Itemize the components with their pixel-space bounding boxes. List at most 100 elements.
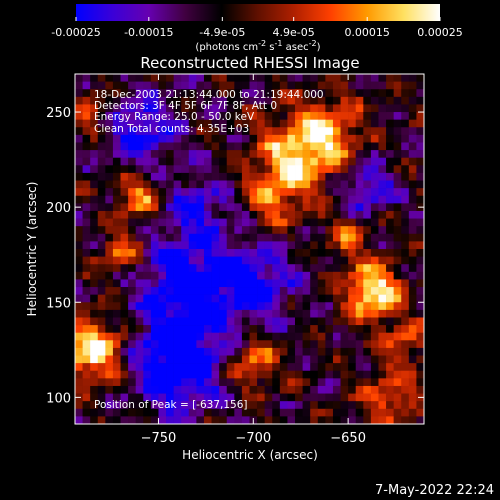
heatmap-cell: [241, 104, 250, 113]
heatmap-cell: [158, 89, 167, 98]
heatmap-cell: [128, 271, 136, 280]
heatmap-cell: [196, 233, 205, 242]
heatmap-cell: [90, 340, 99, 349]
heatmap-cell: [135, 271, 144, 280]
heatmap-cell: [363, 203, 372, 212]
heatmap-cell: [378, 325, 387, 333]
heatmap-cell: [310, 271, 319, 280]
heatmap-cell: [97, 89, 106, 98]
heatmap-cell: [272, 279, 281, 288]
heatmap-cell: [348, 317, 357, 326]
heatmap-cell: [363, 347, 372, 356]
heatmap-cell: [196, 385, 205, 394]
heatmap-cell: [120, 340, 129, 349]
heatmap-cell: [234, 332, 243, 341]
heatmap-cell: [340, 302, 349, 311]
heatmap-cell: [241, 172, 250, 181]
heatmap-cell: [158, 355, 167, 364]
heatmap-cell: [97, 408, 106, 417]
heatmap-cell: [249, 370, 258, 379]
heatmap-cell: [355, 347, 364, 356]
heatmap-cell: [188, 119, 197, 128]
heatmap-cell: [363, 256, 372, 265]
heatmap-cell: [166, 96, 174, 105]
y-tick-label: 200: [46, 201, 71, 216]
heatmap-cell: [173, 408, 182, 417]
heatmap-cell: [332, 218, 341, 227]
heatmap-cell: [158, 210, 167, 219]
heatmap-cell: [234, 408, 243, 417]
heatmap-cell: [370, 74, 379, 82]
heatmap-cell: [416, 74, 425, 82]
heatmap-cell: [188, 309, 197, 318]
heatmap-cell: [97, 157, 106, 166]
heatmap-cell: [203, 210, 212, 219]
heatmap-cell: [310, 89, 319, 98]
heatmap-cell: [112, 188, 121, 197]
heatmap-cell: [363, 89, 372, 98]
heatmap-cell: [128, 279, 136, 288]
heatmap-cell: [97, 355, 106, 364]
heatmap-cell: [332, 96, 341, 105]
heatmap-cell: [128, 249, 136, 257]
heatmap-cell: [97, 294, 106, 303]
heatmap-cell: [302, 355, 311, 364]
heatmap-cell: [287, 317, 296, 326]
heatmap-cell: [325, 241, 334, 250]
heatmap-cell: [203, 317, 212, 326]
heatmap-cell: [416, 401, 425, 410]
heatmap-cell: [370, 180, 379, 189]
heatmap-cell: [340, 408, 349, 417]
heatmap-cell: [135, 256, 144, 265]
heatmap-cell: [340, 317, 349, 326]
heatmap-cell: [317, 218, 326, 227]
heatmap-cell: [393, 241, 402, 250]
heatmap-cell: [219, 127, 228, 136]
heatmap-cell: [173, 393, 182, 402]
heatmap-cell: [393, 81, 402, 90]
heatmap-cell: [90, 256, 99, 265]
heatmap-cell: [226, 241, 235, 250]
heatmap-cell: [97, 150, 106, 158]
heatmap-cell: [203, 81, 212, 90]
heatmap-cell: [173, 287, 182, 295]
heatmap-cell: [82, 165, 91, 174]
heatmap-cell: [241, 96, 250, 105]
heatmap-cell: [128, 218, 136, 227]
heatmap-cell: [181, 104, 190, 113]
heatmap-cell: [295, 89, 303, 98]
heatmap-cell: [203, 264, 212, 273]
heatmap-cell: [166, 408, 174, 417]
heatmap-cell: [128, 302, 136, 311]
heatmap-cell: [279, 172, 288, 181]
heatmap-cell: [234, 89, 243, 98]
heatmap-cell: [317, 264, 326, 273]
heatmap-cell: [158, 332, 167, 341]
heatmap-cell: [75, 271, 83, 280]
heatmap-cell: [196, 172, 205, 181]
heatmap-cell: [219, 226, 228, 235]
heatmap-cell: [340, 340, 349, 349]
heatmap-cell: [370, 165, 379, 174]
heatmap-cell: [90, 264, 99, 273]
heatmap-cell: [75, 226, 83, 235]
heatmap-cell: [90, 378, 99, 387]
heatmap-cell: [173, 233, 182, 242]
heatmap-cell: [181, 302, 190, 311]
heatmap-cell: [226, 150, 235, 158]
heatmap-cell: [416, 157, 425, 166]
heatmap-cell: [264, 74, 273, 82]
heatmap-cell: [158, 188, 167, 197]
heatmap-cell: [378, 104, 387, 113]
heatmap-cell: [90, 325, 99, 333]
heatmap-cell: [386, 401, 394, 410]
heatmap-cell: [150, 408, 159, 417]
heatmap-cell: [150, 416, 159, 425]
heatmap-cell: [348, 157, 357, 166]
heatmap-cell: [241, 279, 250, 288]
heatmap-cell: [150, 157, 159, 166]
heatmap-cell: [120, 279, 129, 288]
heatmap-cell: [348, 150, 357, 158]
heatmap-cell: [249, 226, 258, 235]
colorbar-tick-label: 0.00015: [344, 26, 390, 39]
